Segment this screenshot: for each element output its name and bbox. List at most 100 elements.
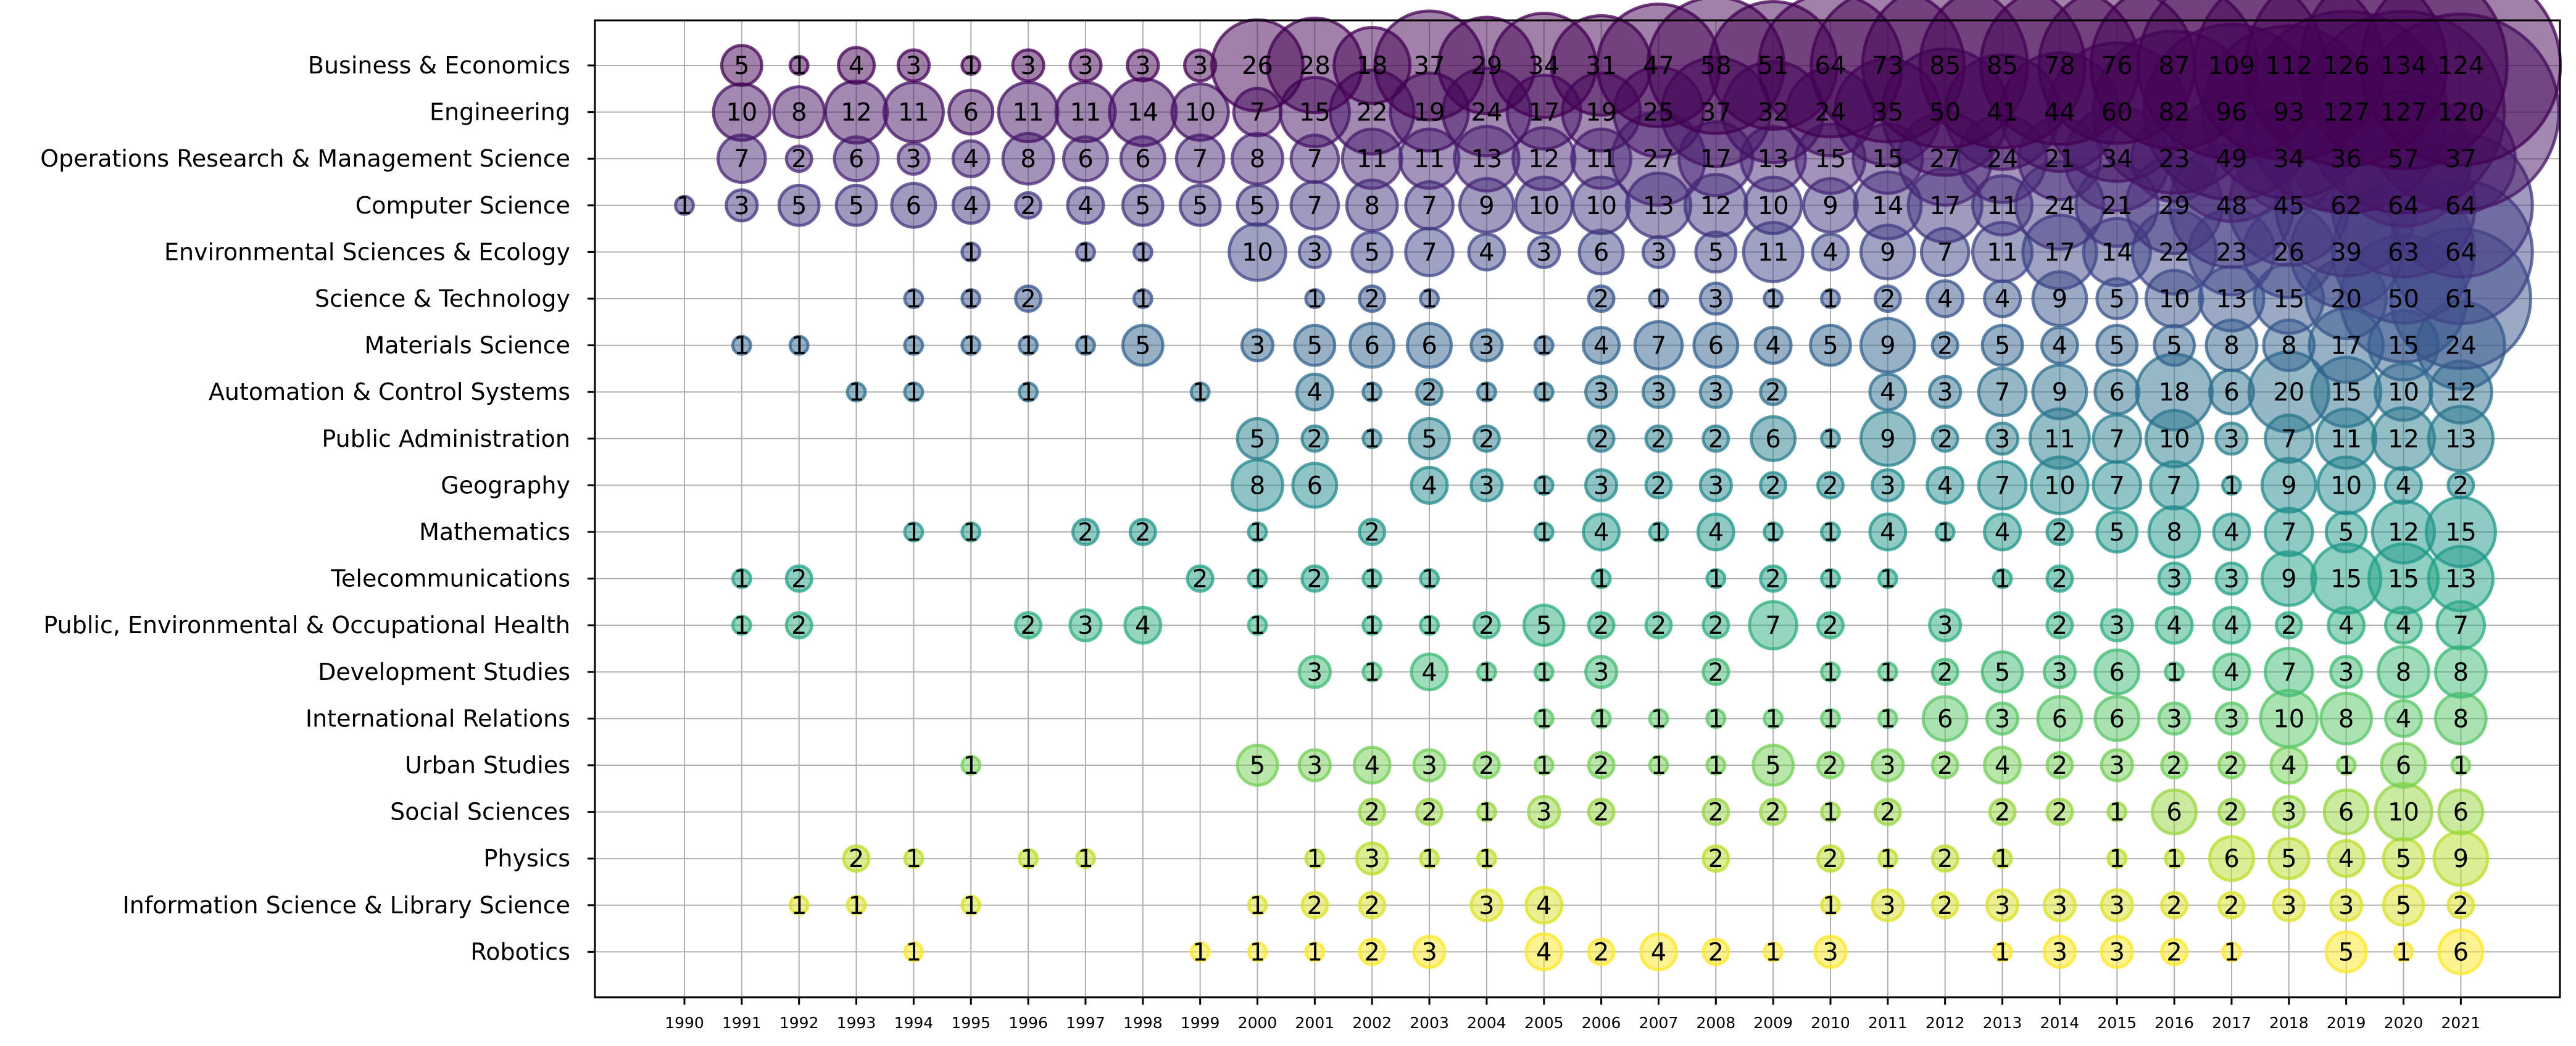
- bubble-value-label: 8: [1250, 145, 1265, 173]
- bubble-value-label: 2: [2281, 612, 2296, 640]
- bubble-value-label: 126: [2322, 52, 2369, 80]
- bubble-value-label: 1: [1880, 845, 1895, 873]
- bubble-point: [1419, 848, 1440, 870]
- bubble-value-label: 8: [2224, 332, 2239, 360]
- bubble-value-label: 7: [1307, 192, 1323, 220]
- bubble-point: [1587, 284, 1616, 313]
- y-tick-label: Mathematics: [419, 518, 570, 546]
- bubble-value-label: 1: [906, 332, 921, 360]
- bubble-point: [846, 381, 867, 403]
- bubble-point: [1300, 424, 1329, 453]
- bubble-value-label: 41: [1987, 99, 2018, 127]
- x-tick-label: 1991: [722, 1014, 762, 1032]
- bubble-value-label: 4: [1708, 518, 1724, 547]
- bubble-point: [903, 848, 924, 870]
- bubble-point: [1644, 471, 1673, 500]
- bubble-value-label: 2: [1995, 799, 2010, 827]
- bubble-value-label: 2: [1593, 938, 1609, 966]
- bubble-point: [1816, 751, 1845, 779]
- bubble-value-label: 2: [2052, 565, 2067, 594]
- bubble-point: [1469, 888, 1504, 923]
- bubble-point: [2160, 751, 2189, 779]
- bubble-point: [1071, 518, 1100, 546]
- bubble-point: [1977, 460, 2028, 511]
- bubble-value-label: 1: [1651, 705, 1666, 733]
- bubble-value-label: 3: [1995, 425, 2010, 454]
- bubble-value-label: 12: [2388, 518, 2419, 547]
- bubble-value-label: 24: [1815, 99, 1847, 127]
- bubble-point: [1295, 372, 1334, 412]
- bubble-value-label: 2: [1822, 612, 1838, 640]
- bubble-point: [1018, 381, 1039, 403]
- bubble-point: [1527, 235, 1561, 269]
- bubble-point: [1467, 232, 1506, 272]
- bubble-value-label: 6: [963, 99, 979, 127]
- bubble-value-label: 4: [1995, 752, 2010, 780]
- bubble-point: [1419, 568, 1440, 589]
- bubble-value-label: 3: [2109, 752, 2125, 780]
- bubble-point: [1705, 755, 1727, 776]
- bubble-point: [731, 334, 752, 356]
- bubble-value-label: 34: [1528, 52, 1560, 80]
- bubble-value-label: 2: [1765, 799, 1780, 827]
- bubble-value-label: 1: [1593, 565, 1609, 594]
- bubble-value-label: 9: [2052, 378, 2067, 407]
- bubble-value-label: 1: [1822, 892, 1838, 920]
- bubble-value-label: 6: [1937, 705, 1953, 733]
- bubble-point: [784, 564, 813, 593]
- bubble-value-label: 1: [791, 52, 807, 80]
- bubble-value-label: 2: [2052, 612, 2067, 640]
- bubble-value-label: 1: [1135, 285, 1150, 313]
- bubble-value-label: 3: [1536, 238, 1552, 267]
- bubble-point: [960, 521, 982, 542]
- bubble-point: [2208, 835, 2255, 882]
- bubble-value-label: 26: [1242, 52, 1273, 80]
- bubble-value-label: 6: [1765, 425, 1780, 454]
- bubble-point: [1358, 284, 1387, 313]
- bubble-point: [1297, 655, 1332, 689]
- bubble-value-label: 37: [1414, 52, 1445, 80]
- bubble-value-label: 3: [1593, 471, 1609, 500]
- bubble-value-label: 2: [1364, 518, 1379, 547]
- x-tick-label: 2006: [1582, 1014, 1621, 1032]
- bubble-value-label: 1: [1708, 705, 1724, 733]
- x-tick-label: 1990: [665, 1014, 704, 1032]
- bubble-value-label: 9: [2281, 471, 2296, 500]
- bubble-value-label: 9: [2453, 845, 2469, 873]
- bubble-point: [2045, 564, 2074, 593]
- bubble-point: [1644, 424, 1673, 453]
- bubble-point: [947, 88, 995, 136]
- bubble-value-label: 3: [2224, 425, 2239, 454]
- bubble-value-label: 1: [1536, 658, 1552, 687]
- bubble-value-label: 3: [2281, 892, 2296, 920]
- bubble-value-label: 2: [1364, 938, 1379, 966]
- bubble-point: [903, 288, 924, 309]
- bubble-point: [903, 334, 924, 356]
- bubble-value-label: 1: [791, 892, 807, 920]
- bubble-value-label: 8: [1364, 192, 1379, 220]
- bubble-value-label: 78: [2044, 52, 2075, 80]
- bubble-value-label: 2: [2224, 799, 2239, 827]
- bubble-layer: [674, 0, 2562, 976]
- bubble-point: [1361, 615, 1383, 636]
- bubble-point: [1698, 281, 1733, 316]
- bubble-point: [1291, 462, 1339, 509]
- bubble-value-label: 12: [2445, 378, 2477, 407]
- bubble-point: [1648, 708, 1669, 729]
- bubble-value-label: 19: [1585, 99, 1617, 127]
- bubble-point: [1759, 378, 1788, 407]
- bubble-value-label: 2: [1937, 332, 1953, 360]
- bubble-value-label: 6: [2109, 705, 2125, 733]
- bubble-value-label: 1: [1421, 565, 1437, 594]
- bubble-value-label: 4: [1937, 471, 1953, 500]
- x-tick-label: 1994: [894, 1014, 934, 1032]
- bubble-value-label: 44: [2044, 99, 2075, 127]
- bubble-value-label: 1: [1536, 378, 1552, 407]
- bubble-value-label: 2: [791, 565, 807, 594]
- bubble-point: [1648, 288, 1669, 309]
- bubble-value-label: 7: [1937, 238, 1953, 267]
- bubble-value-label: 6: [2109, 658, 2125, 687]
- bubble-point: [1701, 611, 1730, 640]
- bubble-value-label: 3: [1020, 52, 1036, 80]
- bubble-value-label: 1: [1708, 565, 1724, 594]
